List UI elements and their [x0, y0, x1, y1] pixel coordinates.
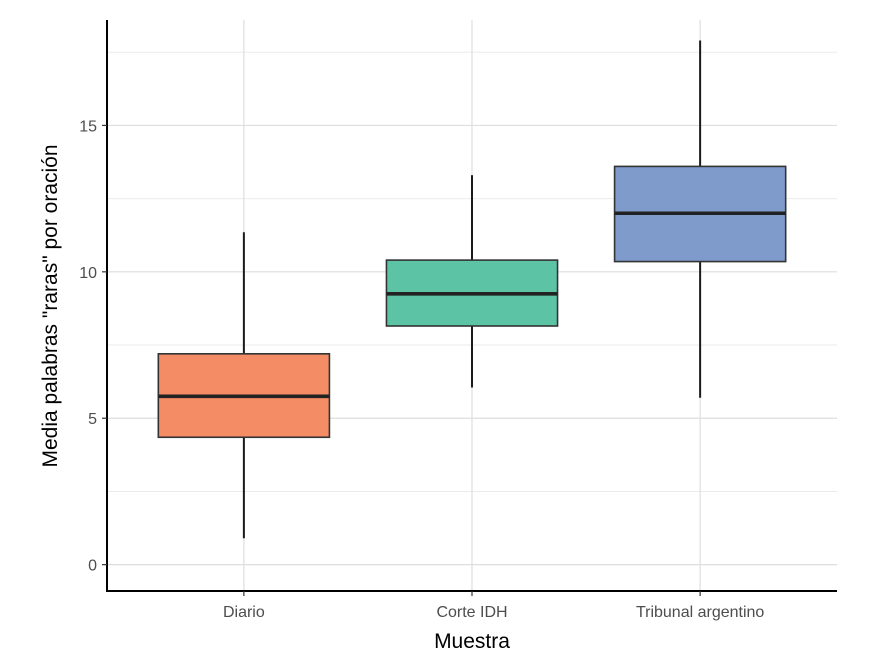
x-tick-label: Corte IDH: [436, 604, 507, 621]
x-tick-label: Tribunal argentino: [636, 604, 764, 621]
y-axis-title: Media palabras "raras" por oración: [39, 144, 62, 467]
whiskers: [242, 40, 702, 539]
x-ticks: Diario Corte IDH Tribunal argentino: [223, 591, 764, 621]
y-tick-label: 5: [88, 411, 97, 428]
y-tick-label: 10: [79, 265, 97, 282]
x-axis-title: Muestra: [434, 630, 510, 653]
medians: [158, 211, 786, 399]
y-tick-label: 15: [79, 118, 97, 135]
x-tick-label: Diario: [223, 604, 265, 621]
y-tick-label: 0: [88, 558, 97, 575]
y-ticks: 0 5 10 15: [79, 118, 107, 575]
